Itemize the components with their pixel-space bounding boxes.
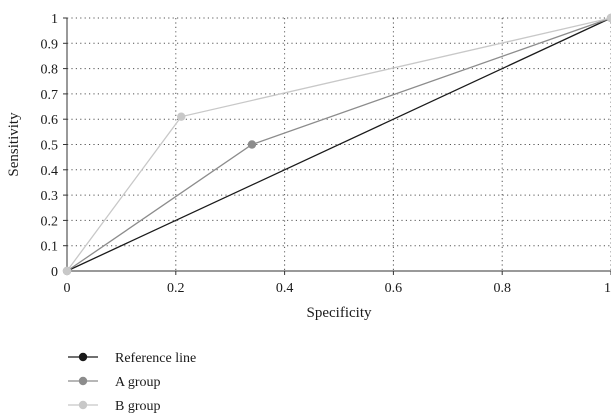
x-tick-label: 0.8 — [493, 281, 511, 296]
legend-item: Reference line — [68, 351, 196, 366]
x-tick-label: 1 — [604, 281, 611, 296]
legend-swatch-marker — [78, 376, 88, 386]
y-tick-label: 0.8 — [41, 63, 59, 78]
legend-label: B group — [115, 399, 161, 414]
x-axis-title: Specificity — [307, 305, 372, 321]
series-line-reference-line — [66, 17, 611, 272]
y-tick-label: 0.5 — [41, 139, 59, 154]
y-tick-label: 0.3 — [41, 189, 59, 204]
legend-item: B group — [68, 399, 161, 414]
legend-item: A group — [68, 375, 161, 390]
axes — [63, 17, 611, 275]
x-tick-label: 0.4 — [276, 281, 294, 296]
legend-label: Reference line — [115, 351, 196, 366]
y-tick-label: 0 — [51, 265, 58, 280]
y-tick-label: 0.6 — [41, 113, 59, 128]
legend: Reference line A group B group — [68, 351, 196, 414]
y-tick-label: 1 — [51, 12, 58, 27]
y-tick-label: 0.7 — [41, 88, 59, 103]
legend-swatch-marker — [78, 352, 88, 362]
x-tick-label: 0 — [64, 281, 71, 296]
y-tick-label: 0.9 — [41, 37, 59, 52]
y-tick-label: 0.4 — [41, 164, 59, 179]
data-point-b-group — [606, 13, 611, 23]
series-lines — [62, 13, 611, 276]
legend-label: A group — [115, 375, 161, 390]
data-point-a-group — [247, 140, 257, 149]
x-tick-label: 0.2 — [167, 281, 185, 296]
data-point-b-group — [62, 266, 72, 276]
x-tick-label: 0.6 — [385, 281, 403, 296]
y-axis-title: Sensitivity — [6, 112, 22, 177]
data-point-b-group — [177, 112, 186, 121]
y-tick-label: 0.1 — [41, 240, 59, 255]
y-tick-label: 0.2 — [41, 214, 59, 229]
tick-labels: 0 0.1 0.2 0.3 0.4 0.5 0.6 0.7 0.8 0.9 1 0 0.2 0.4 0.6 0… — [41, 12, 611, 296]
grid-lines — [67, 17, 611, 271]
legend-swatch-marker — [78, 400, 88, 410]
